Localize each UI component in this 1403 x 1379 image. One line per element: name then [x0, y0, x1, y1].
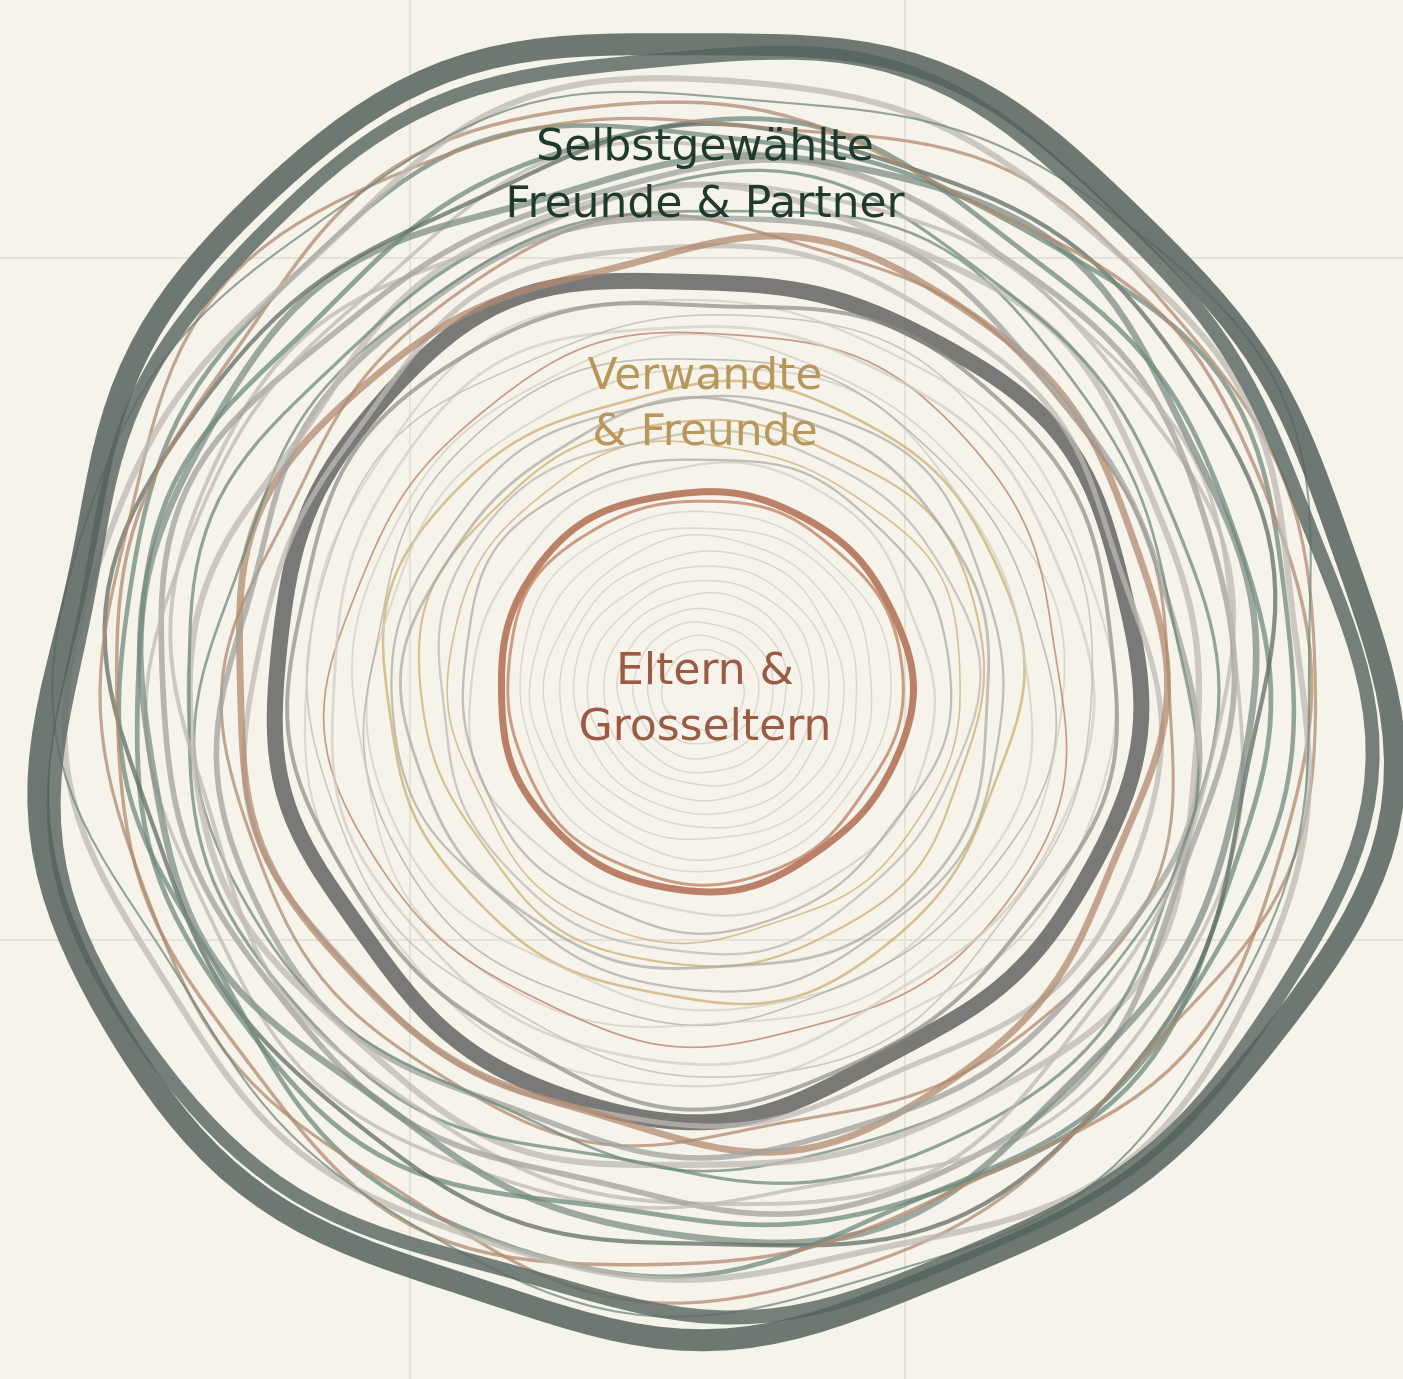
- page: Selbstgewählte Freunde & Partner Verwand…: [0, 0, 1403, 1379]
- ring-label: Freunde & Partner: [505, 177, 905, 228]
- tree-ring-diagram: Selbstgewählte Freunde & Partner Verwand…: [0, 0, 1403, 1379]
- ring-label: Eltern &: [616, 644, 794, 695]
- ring-label: Verwandte: [588, 349, 823, 400]
- ring-label: Grosseltern: [579, 700, 832, 751]
- ring-label: & Freunde: [592, 405, 817, 456]
- ring-label: Selbstgewählte: [536, 120, 874, 171]
